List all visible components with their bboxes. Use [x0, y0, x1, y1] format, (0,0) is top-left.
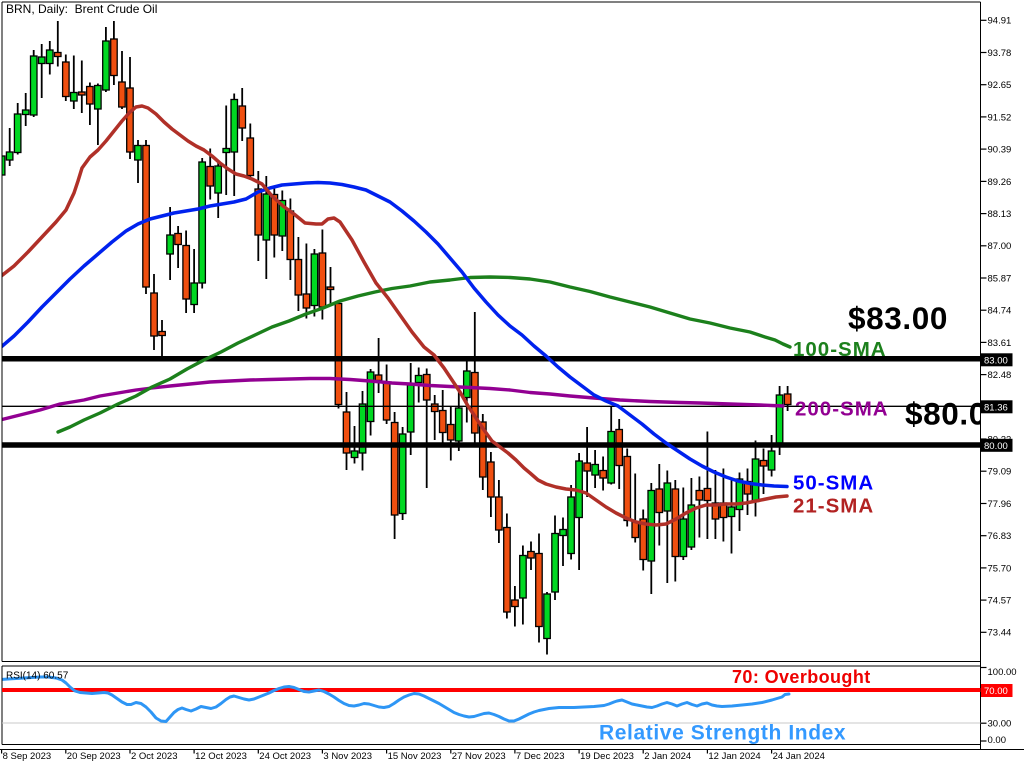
svg-text:87.00: 87.00 [988, 241, 1012, 252]
svg-text:90.39: 90.39 [988, 145, 1012, 156]
svg-text:100.00: 100.00 [988, 667, 1017, 678]
svg-text:91.52: 91.52 [988, 112, 1012, 123]
svg-text:85.87: 85.87 [988, 273, 1012, 284]
svg-text:20 Sep 2023: 20 Sep 2023 [67, 751, 121, 762]
svg-text:8 Sep 2023: 8 Sep 2023 [3, 751, 52, 762]
svg-text:RSI(14) 60.57: RSI(14) 60.57 [6, 670, 69, 681]
svg-text:80.00: 80.00 [984, 441, 1008, 452]
svg-text:24 Jan 2024: 24 Jan 2024 [773, 751, 825, 762]
svg-text:24 Oct 2023: 24 Oct 2023 [259, 751, 311, 762]
svg-text:84.74: 84.74 [988, 306, 1012, 317]
svg-text:3 Nov 2023: 3 Nov 2023 [323, 751, 372, 762]
svg-text:$83.00: $83.00 [848, 300, 948, 336]
svg-text:Relative Strength Index: Relative Strength Index [599, 722, 846, 745]
svg-text:70.00: 70.00 [984, 686, 1008, 697]
svg-text:70: Overbought: 70: Overbought [732, 667, 871, 687]
svg-text:77.96: 77.96 [988, 499, 1012, 510]
svg-text:81.36: 81.36 [984, 402, 1008, 413]
svg-text:76.83: 76.83 [988, 531, 1012, 542]
svg-text:100-SMA: 100-SMA [793, 338, 887, 361]
svg-text:15 Nov 2023: 15 Nov 2023 [388, 751, 442, 762]
svg-text:74.57: 74.57 [988, 596, 1012, 607]
svg-text:BRN, Daily: Brent Crude Oil: BRN, Daily: Brent Crude Oil [6, 2, 157, 16]
svg-text:21-SMA: 21-SMA [793, 495, 874, 518]
svg-text:83.61: 83.61 [988, 338, 1012, 349]
svg-text:50-SMA: 50-SMA [793, 472, 874, 495]
svg-text:92.65: 92.65 [988, 80, 1012, 91]
svg-text:88.13: 88.13 [988, 209, 1012, 220]
svg-text:94.91: 94.91 [988, 16, 1012, 27]
svg-text:200-SMA: 200-SMA [795, 398, 889, 421]
svg-text:83.00: 83.00 [984, 355, 1008, 366]
svg-text:89.26: 89.26 [988, 177, 1012, 188]
svg-text:73.44: 73.44 [988, 628, 1012, 639]
svg-text:75.70: 75.70 [988, 563, 1012, 574]
svg-text:2 Oct 2023: 2 Oct 2023 [131, 751, 177, 762]
svg-text:79.09: 79.09 [988, 467, 1012, 478]
svg-text:30.00: 30.00 [988, 719, 1012, 730]
svg-text:$80.00: $80.00 [905, 396, 1005, 432]
svg-text:2 Jan 2024: 2 Jan 2024 [644, 751, 691, 762]
svg-text:12 Oct 2023: 12 Oct 2023 [195, 751, 247, 762]
svg-text:12 Jan 2024: 12 Jan 2024 [708, 751, 760, 762]
svg-text:27 Nov 2023: 27 Nov 2023 [452, 751, 506, 762]
svg-text:7 Dec 2023: 7 Dec 2023 [516, 751, 565, 762]
svg-text:93.78: 93.78 [988, 48, 1012, 59]
svg-text:0.00: 0.00 [988, 735, 1007, 746]
svg-text:19 Dec 2023: 19 Dec 2023 [580, 751, 634, 762]
svg-text:82.48: 82.48 [988, 370, 1012, 381]
